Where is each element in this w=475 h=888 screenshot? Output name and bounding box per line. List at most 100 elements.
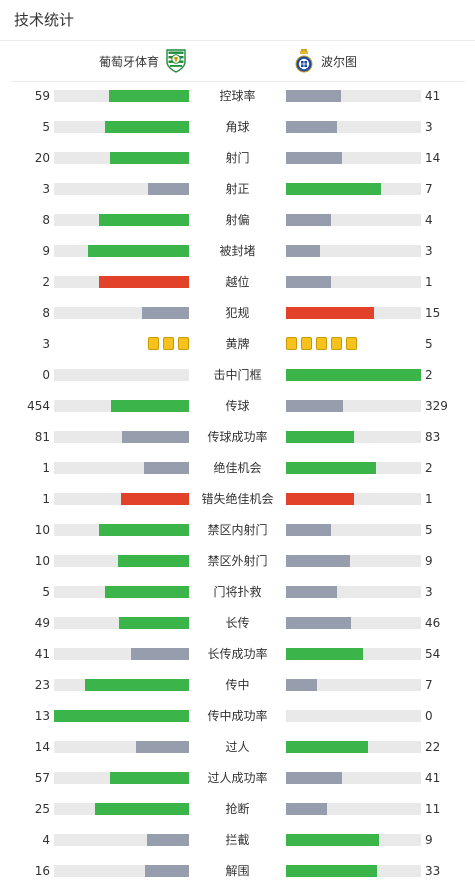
yellow-card-icon (148, 337, 159, 350)
home-value: 1 (42, 492, 50, 506)
home-value: 5 (42, 585, 50, 599)
stat-row: 4 拦截 9 (0, 826, 475, 857)
away-bar-track (286, 524, 421, 536)
away-value: 2 (425, 461, 433, 475)
stat-label: 击中门框 (213, 368, 262, 382)
home-value: 8 (42, 306, 50, 320)
away-bar-track (286, 431, 421, 443)
stat-label: 越位 (225, 275, 250, 289)
away-bar-track (286, 307, 421, 319)
away-value: 5 (425, 523, 433, 537)
home-bar-fill (136, 741, 189, 753)
home-yellow-cards (148, 337, 189, 350)
away-bar-fill (286, 679, 317, 691)
home-bar-track (54, 307, 189, 319)
home-bar-fill (142, 307, 189, 319)
away-bar-track (286, 121, 421, 133)
yellow-card-icon (286, 337, 297, 350)
away-bar-fill (286, 648, 363, 660)
home-bar-track (54, 493, 189, 505)
stat-row: 16 解围 33 (0, 857, 475, 888)
home-value: 23 (34, 678, 50, 692)
home-value: 10 (34, 523, 50, 537)
home-bar-track (54, 245, 189, 257)
away-value: 46 (425, 616, 441, 630)
stat-label: 拦截 (225, 833, 250, 847)
yellow-card-icon (316, 337, 327, 350)
away-bar-fill (286, 152, 342, 164)
home-bar-track (54, 276, 189, 288)
home-bar-fill (85, 679, 189, 691)
home-bar-track (54, 369, 189, 381)
home-bar-fill (54, 710, 189, 722)
home-bar-fill (145, 865, 189, 877)
away-bar-track (286, 369, 421, 381)
home-bar-track (54, 214, 189, 226)
home-bar-fill (110, 772, 189, 784)
stat-label: 长传成功率 (207, 647, 268, 661)
stat-row: 454 传球 329 (0, 392, 475, 423)
home-value: 57 (34, 771, 50, 785)
stat-label: 禁区外射门 (207, 554, 268, 568)
stat-row: 5 门将扑救 3 (0, 578, 475, 609)
away-bar-track (286, 462, 421, 474)
home-bar-fill (110, 152, 189, 164)
home-value: 1 (42, 461, 50, 475)
away-value: 7 (425, 678, 433, 692)
home-bar-track (54, 741, 189, 753)
stat-row: 13 传中成功率 0 (0, 702, 475, 733)
home-bar-fill (99, 214, 189, 226)
home-bar-track (54, 400, 189, 412)
away-value: 0 (425, 709, 433, 723)
home-bar-fill (111, 400, 189, 412)
away-bar-track (286, 555, 421, 567)
stat-label: 过人 (225, 740, 250, 754)
fc-porto-crest-icon (295, 49, 313, 73)
home-value: 3 (42, 182, 50, 196)
away-team[interactable]: 波尔图 (293, 47, 357, 75)
home-bar-track (54, 431, 189, 443)
stats-header: 技术统计 (0, 0, 475, 41)
stat-label: 长传 (225, 616, 250, 630)
away-bar-track (286, 152, 421, 164)
home-bar-fill (144, 462, 189, 474)
home-bar-fill (118, 555, 189, 567)
away-bar-fill (286, 834, 379, 846)
away-bar-track (286, 214, 421, 226)
yellow-card-icon (163, 337, 174, 350)
home-team[interactable]: 葡萄牙体育 (99, 47, 187, 75)
home-value: 3 (42, 337, 50, 351)
stat-row: 8 犯规 15 (0, 299, 475, 330)
away-bar-fill (286, 865, 377, 877)
stat-row: 2 越位 1 (0, 268, 475, 299)
yellow-card-icon (331, 337, 342, 350)
home-bar-track (54, 772, 189, 784)
away-value: 54 (425, 647, 441, 661)
away-bar-track (286, 865, 421, 877)
home-bar-track (54, 183, 189, 195)
home-bar-track (54, 462, 189, 474)
stat-row: 23 传中 7 (0, 671, 475, 702)
home-value: 0 (42, 368, 50, 382)
stat-label: 角球 (225, 120, 250, 134)
away-value: 9 (425, 554, 433, 568)
away-bar-track (286, 741, 421, 753)
away-value: 2 (425, 368, 433, 382)
away-bar-fill (286, 462, 376, 474)
stat-label: 传球 (225, 399, 250, 413)
away-bar-track (286, 276, 421, 288)
home-bar-track (54, 648, 189, 660)
stat-label: 禁区内射门 (207, 523, 268, 537)
away-bar-fill (286, 524, 331, 536)
home-bar-fill (119, 617, 189, 629)
away-bar-fill (286, 617, 351, 629)
away-bar-track (286, 710, 421, 722)
away-bar-track (286, 679, 421, 691)
away-value: 3 (425, 120, 433, 134)
stat-row: 5 角球 3 (0, 113, 475, 144)
away-bar-fill (286, 214, 331, 226)
home-bar-track (54, 617, 189, 629)
stat-row: 57 过人成功率 41 (0, 764, 475, 795)
away-bar-track (286, 772, 421, 784)
away-value: 9 (425, 833, 433, 847)
